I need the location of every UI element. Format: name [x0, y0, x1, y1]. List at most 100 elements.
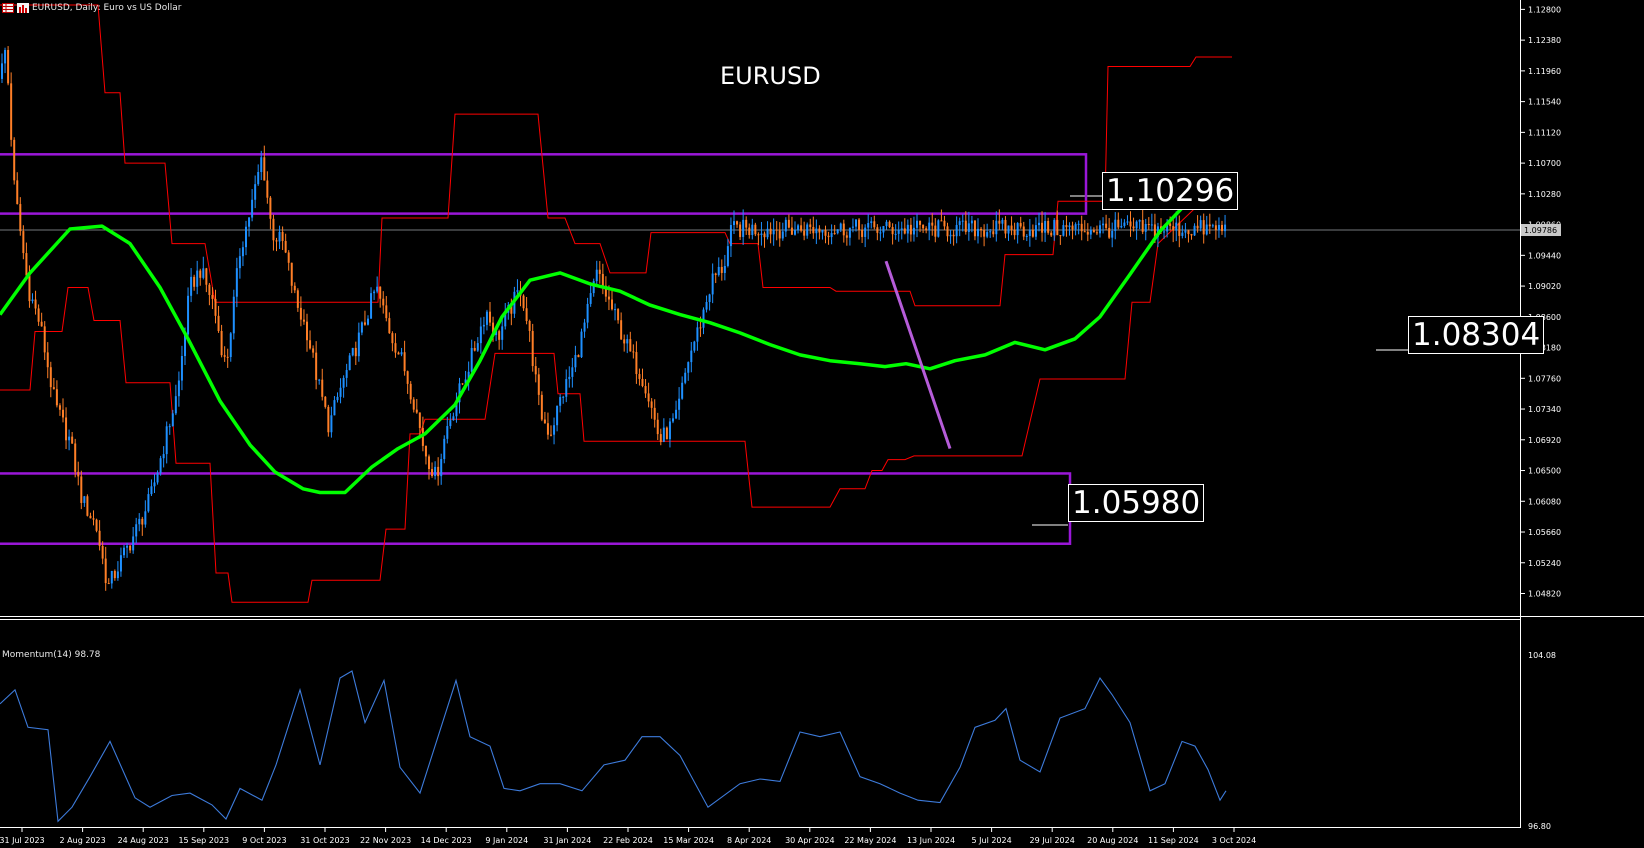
- candle-body: [937, 220, 940, 237]
- trendline-segment: [884, 260, 952, 450]
- candle-body: [1080, 223, 1083, 232]
- candle-body: [690, 350, 693, 363]
- candle-body: [986, 232, 989, 237]
- candle-body: [1175, 222, 1178, 231]
- candle-body: [1056, 219, 1059, 236]
- candle-body: [110, 570, 113, 584]
- time-tick-label: 13 Jun 2024: [907, 836, 955, 845]
- candle-body: [873, 221, 876, 228]
- time-tick-label: 9 Oct 2023: [242, 836, 286, 845]
- candle-body: [858, 219, 861, 230]
- time-tick-label: 3 Oct 2024: [1212, 836, 1256, 845]
- candle-body: [583, 322, 586, 332]
- candle-body: [751, 224, 754, 235]
- candle-body: [290, 262, 293, 286]
- candle-body: [400, 352, 403, 355]
- candle-body: [766, 228, 769, 238]
- candle-body: [251, 199, 254, 218]
- candle-body: [726, 246, 729, 266]
- candle-body: [473, 347, 476, 351]
- candle-body: [482, 324, 485, 327]
- candle-body: [577, 355, 580, 358]
- candle-body: [312, 348, 315, 353]
- candle-body: [193, 276, 196, 287]
- candle-body: [348, 355, 351, 371]
- candle-body: [653, 407, 656, 420]
- candle-body: [104, 558, 107, 584]
- support-resistance-zones: [0, 153, 1088, 545]
- candle-body: [668, 421, 671, 440]
- candle-body: [824, 230, 827, 236]
- candle-body: [589, 293, 592, 304]
- candle-body: [1044, 220, 1047, 233]
- candle-body: [565, 379, 568, 397]
- candle-body: [226, 356, 229, 358]
- candle-body: [1114, 219, 1117, 231]
- candle-body: [55, 389, 58, 406]
- candle-body: [812, 226, 815, 234]
- momentum-axis-label: 104.08: [1528, 651, 1556, 660]
- candle-body: [318, 379, 321, 381]
- price-tick-label: 1.05660: [1528, 528, 1561, 537]
- candle-body: [769, 228, 772, 235]
- candle-body: [955, 224, 958, 237]
- candle-body: [418, 412, 421, 428]
- candle-body: [958, 221, 961, 225]
- candle-body: [177, 380, 180, 397]
- candle-body: [1211, 225, 1214, 227]
- candle-body: [845, 235, 848, 238]
- candle-body: [370, 293, 373, 319]
- candle-body: [107, 583, 110, 585]
- candle-body: [455, 402, 458, 417]
- candle-body: [809, 224, 812, 227]
- candle-body: [196, 270, 199, 287]
- candle-body: [1065, 225, 1068, 228]
- candle-body: [263, 157, 266, 181]
- candle-body: [919, 220, 922, 225]
- candle-body: [119, 555, 122, 572]
- candle-body: [1007, 225, 1010, 234]
- candle-body: [696, 327, 699, 342]
- candle-body: [598, 269, 601, 274]
- time-tick-label: 8 Apr 2024: [727, 836, 771, 845]
- candle-body: [52, 387, 55, 390]
- candle-body: [168, 426, 171, 428]
- candle-body: [77, 471, 80, 477]
- candle-body: [836, 229, 839, 234]
- chart-header: EURUSD, Daily: Euro vs US Dollar: [2, 1, 181, 15]
- indicator-label: Momentum(14) 98.78: [2, 650, 101, 660]
- time-tick-label: 22 Nov 2023: [360, 836, 411, 845]
- candle-body: [281, 231, 284, 241]
- candle-body: [71, 436, 74, 444]
- time-tick-label: 31 Jan 2024: [543, 836, 591, 845]
- table-icon[interactable]: [2, 3, 14, 13]
- candle-body: [772, 229, 775, 235]
- candle-body: [1153, 224, 1156, 237]
- candle-body: [1144, 224, 1147, 232]
- candle-body: [891, 227, 894, 235]
- candle-body: [184, 334, 186, 357]
- candle-body: [351, 347, 354, 356]
- candle-body: [492, 322, 495, 336]
- candle-body: [543, 419, 546, 424]
- candle-body: [1129, 221, 1132, 227]
- bar-chart-icon[interactable]: [17, 3, 29, 13]
- candle-body: [199, 270, 202, 278]
- level-label-lower: 1.05980: [1068, 484, 1205, 522]
- price-tick-label: 1.12800: [1528, 5, 1561, 14]
- candle-body: [296, 290, 299, 308]
- candle-body: [1111, 230, 1114, 238]
- candle-body: [95, 519, 98, 531]
- candle-body: [1062, 225, 1065, 236]
- candle-body: [1208, 224, 1211, 227]
- candle-body: [40, 321, 43, 327]
- candles: [1, 46, 1227, 591]
- candle-body: [909, 224, 912, 235]
- price-tick-label: 1.10280: [1528, 190, 1561, 199]
- candle-body: [92, 518, 95, 520]
- candle-body: [632, 351, 635, 353]
- time-tick-label: 11 Sep 2024: [1148, 836, 1199, 845]
- candle-body: [388, 318, 391, 334]
- candle-body: [138, 518, 141, 525]
